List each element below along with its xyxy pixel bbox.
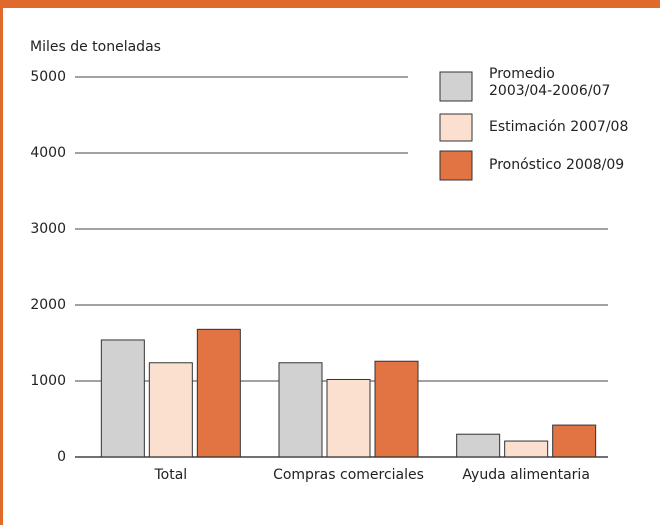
frame-top xyxy=(0,0,660,8)
y-tick-label: 4000 xyxy=(30,145,66,161)
bar xyxy=(196,328,241,458)
legend-label: Promedio 2003/04-2006/07 xyxy=(489,66,611,99)
y-tick-label: 1000 xyxy=(30,373,66,389)
bar xyxy=(456,433,501,458)
x-tick-label: Total xyxy=(153,467,187,483)
frame-left xyxy=(0,0,3,525)
bar xyxy=(278,362,323,458)
y-axis-label: Miles de toneladas xyxy=(30,39,161,55)
legend-label: Estimación 2007/08 xyxy=(489,118,629,135)
bar xyxy=(100,339,145,458)
bar xyxy=(374,360,419,458)
bar xyxy=(326,378,371,458)
x-tick-label: Compras comerciales xyxy=(273,467,424,483)
y-tick-label: 2000 xyxy=(30,297,66,313)
y-tick-label: 5000 xyxy=(30,69,66,85)
legend-swatch xyxy=(439,113,473,142)
bar xyxy=(504,440,549,458)
legend-label: Pronóstico 2008/09 xyxy=(489,156,625,173)
bar xyxy=(148,362,193,458)
bar xyxy=(552,424,597,458)
y-tick-label: 0 xyxy=(57,449,66,465)
x-tick-label: Ayuda alimentaria xyxy=(462,467,589,483)
legend-swatch xyxy=(439,71,473,102)
legend-swatch xyxy=(439,150,473,181)
y-tick-label: 3000 xyxy=(30,221,66,237)
